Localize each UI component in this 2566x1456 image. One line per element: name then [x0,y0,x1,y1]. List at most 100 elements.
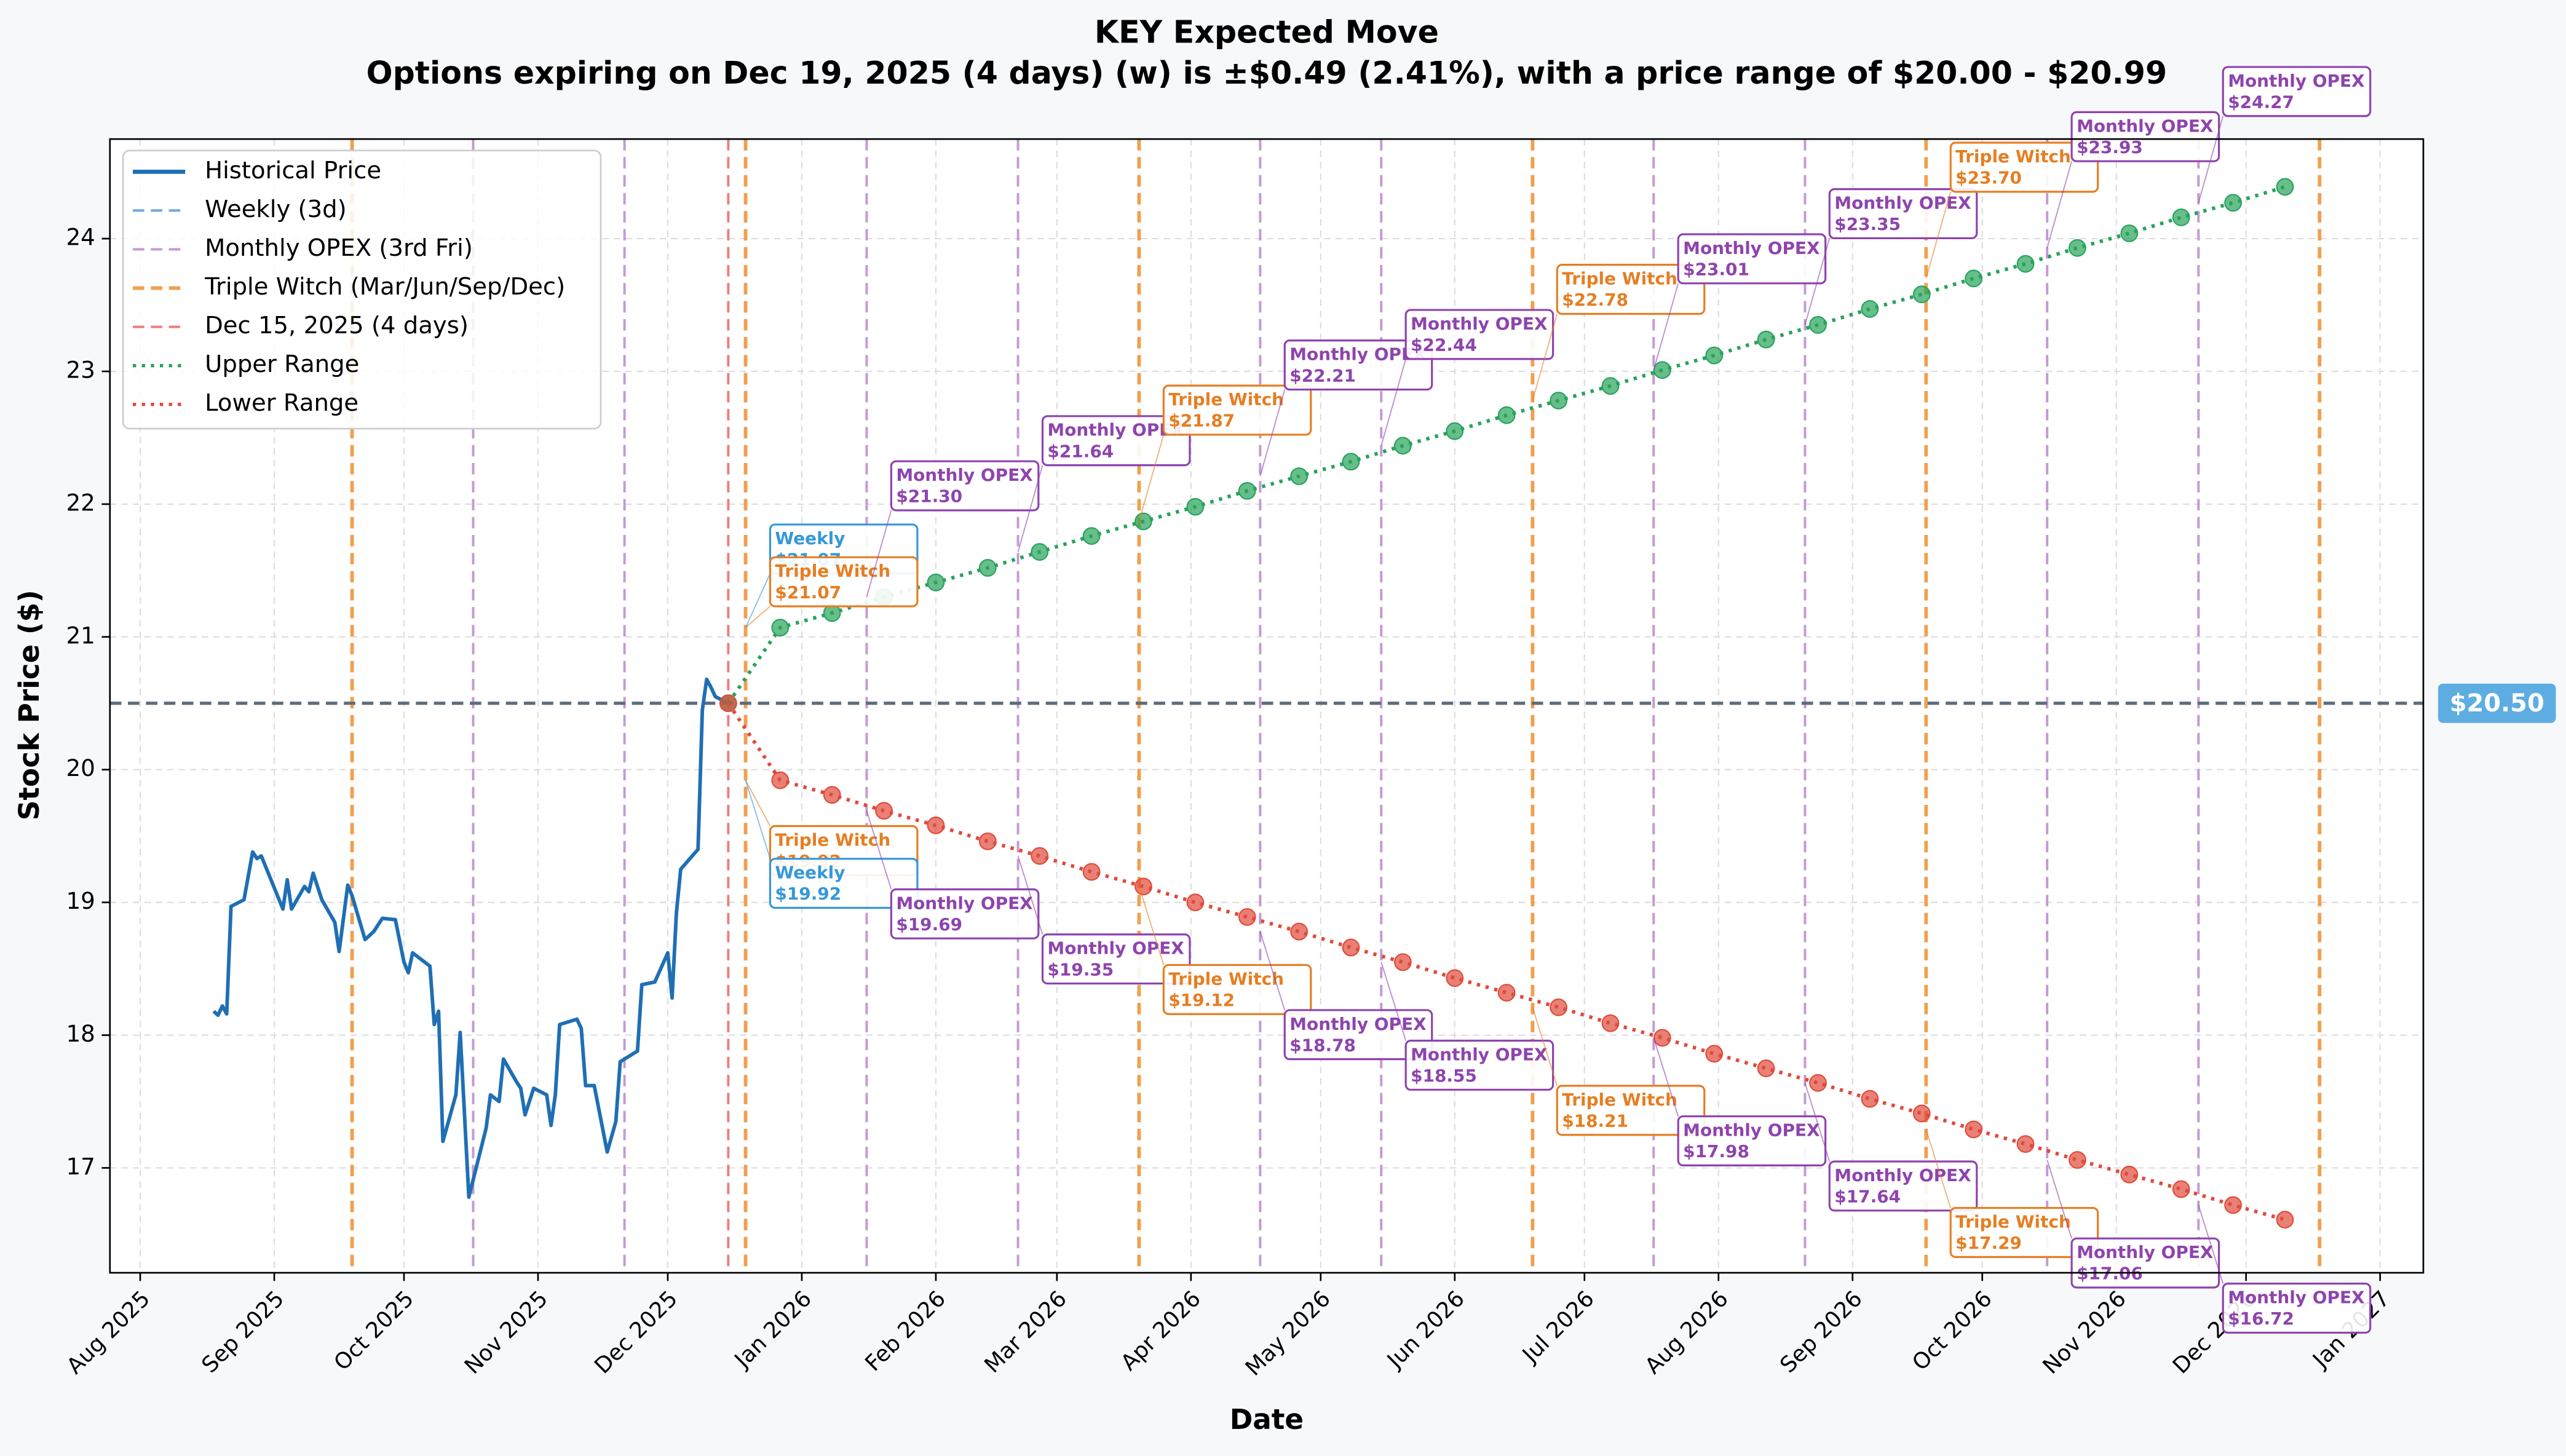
y-tick-label: 20 [66,754,95,781]
series-marker [1394,437,1412,455]
series-marker [1446,969,1464,987]
legend-label: Monthly OPEX (3rd Fri) [205,234,473,262]
series-marker [1290,467,1309,485]
series-marker [719,694,737,713]
annotation-leader [2198,1205,2224,1284]
series-marker [1031,543,1049,561]
annotation-leader [866,510,892,598]
series-marker [1705,346,1724,365]
annotation-title: Monthly OPEX [1683,1120,1820,1141]
legend-box [122,149,602,430]
annotation-title: Monthly OPEX [1834,1165,1971,1185]
annotation-value: $23.35 [1834,214,1901,234]
y-tick-label: 19 [66,887,95,914]
series-marker [2172,208,2190,226]
y-tick-label: 22 [66,489,95,516]
annotation-box [1404,309,1554,360]
annotation-title: Monthly OPEX [1047,938,1184,959]
series-marker [1135,512,1152,531]
y-tick-label: 18 [66,1020,95,1047]
series-marker [771,619,790,637]
annotation-leader [745,780,771,826]
price-badge-label: $20.50 [2450,689,2544,718]
annotation-leader [1259,389,1286,477]
annotation-box [2070,111,2220,162]
series-marker [2224,1196,2242,1214]
annotation-value: $19.69 [896,914,962,935]
annotation-title: Monthly OPEX [896,893,1032,913]
series-marker [1497,984,1516,1002]
annotation-box [1162,384,1312,436]
annotation-value: $18.21 [1562,1110,1628,1131]
series-marker [875,802,893,820]
legend-label: Historical Price [205,157,381,184]
y-tick-label: 23 [66,356,95,383]
series-marker [1238,481,1256,500]
series-marker [2069,239,2086,257]
annotation-value: $17.98 [1683,1141,1749,1161]
annotation-box [1556,264,1706,315]
annotation-leader [1653,1037,1679,1117]
annotation-leader [1259,931,1286,1011]
annotation-title: Monthly OPEX [1047,420,1184,440]
annotation-box [1041,415,1191,467]
annotation-value: $17.29 [1955,1233,2022,1253]
annotation-value: $21.64 [1047,441,1114,461]
annotation-leader [1804,1082,1831,1162]
series-marker [2120,224,2139,242]
annotation-title: Triple Witch [1168,968,1284,989]
annotation-leader [2046,160,2073,248]
annotation-title: Triple Witch [1168,389,1284,410]
annotation-value: $23.93 [2077,137,2143,157]
chart-title: KEY Expected Move [1095,14,1439,50]
annotation-value: $22.21 [1289,365,1356,386]
annotation-leader [2198,116,2224,204]
series-marker [1809,316,1827,334]
series-marker [1912,285,1931,304]
series-marker [1550,998,1567,1016]
annotation-value: $23.70 [1955,168,2022,188]
annotation-leader [1380,358,1407,446]
annotation-leader [1804,238,1831,325]
series-marker [1342,453,1360,471]
annotation-value: $21.30 [896,486,962,507]
series-marker [1290,922,1309,941]
annotation-box [1404,1039,1554,1091]
annotation-title: Triple Witch [1955,1211,2071,1232]
annotation-title: Monthly OPEX [1411,314,1547,334]
annotation-value: $21.07 [775,582,841,603]
annotation-leader [1532,1007,1558,1086]
annotation-leader [1532,314,1558,401]
series-line [212,677,729,1199]
annotation-leader [1653,283,1679,371]
annotation-box [1949,1206,2099,1258]
annotation-box [1283,339,1433,391]
annotation-box [1677,1115,1827,1166]
series-marker [1497,406,1516,424]
annotation-box [1041,933,1191,985]
annotation-title: Triple Witch [775,561,890,581]
annotation-leader [745,573,771,628]
annotation-title: Monthly OPEX [1834,193,1971,213]
annotation-leader [1138,886,1165,965]
annotation-title: Monthly OPEX [2077,1242,2213,1262]
series-marker [823,786,841,804]
series-marker [1861,300,1879,318]
series-marker [2172,1180,2190,1198]
annotation-box [1556,1085,1706,1136]
annotation-title: Triple Witch [775,829,890,850]
series-marker [978,832,997,850]
annotation-value: $21.87 [1168,411,1235,431]
series-marker [1082,527,1101,545]
annotation-value: $17.64 [1834,1187,1901,1207]
annotation-box [1828,188,1978,240]
annotation-title: Monthly OPEX [1289,1014,1426,1034]
annotation-title: Triple Witch [1955,146,2071,167]
annotation-value: $19.92 [775,884,841,904]
series-marker [2069,1151,2086,1169]
annotation-box [769,556,919,607]
annotation-title: Monthly OPEX [1289,344,1426,365]
series-marker [1757,330,1775,349]
series-marker [1550,392,1567,410]
